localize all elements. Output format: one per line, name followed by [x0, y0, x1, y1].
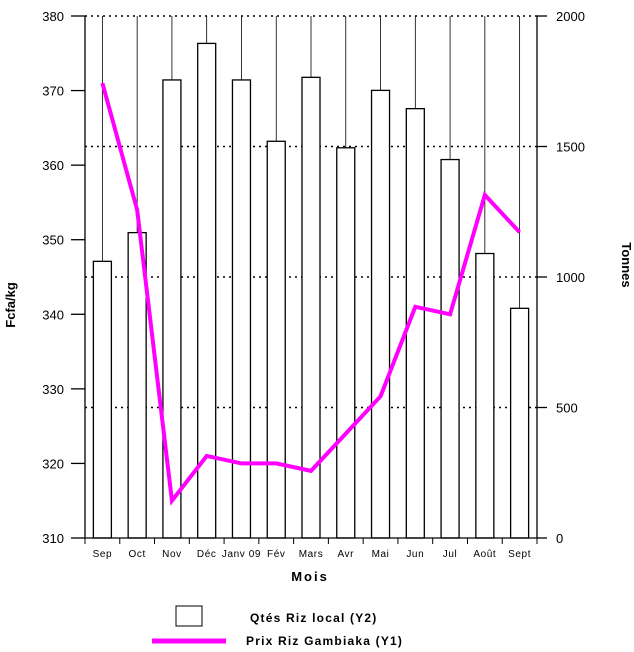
bar-avr [336, 147, 356, 539]
y1-tick-label: 380 [42, 9, 64, 24]
y2-tick-label: 500 [556, 401, 578, 416]
x-tick-label: Mai [372, 549, 390, 560]
x-tick-label: Mars [299, 549, 324, 560]
y2-tick-label: 0 [556, 531, 563, 546]
x-tick-label: Sept [508, 549, 531, 560]
x-tick-label: Déc [197, 549, 217, 560]
legend: Qtés Riz local (Y2) Prix Riz Gambiaka (Y… [152, 605, 403, 648]
x-tick-label: Jul [443, 549, 458, 560]
bar-series-qtes-riz-local [92, 42, 530, 539]
legend-bar-label: Qtés Riz local (Y2) [250, 611, 378, 625]
y1-tick-label: 330 [42, 382, 64, 397]
x-tick-label: Janv 09 [222, 549, 261, 560]
y2-tick-label: 2000 [556, 9, 585, 24]
y1-tick-label: 370 [42, 84, 64, 99]
y1-tick-label: 350 [42, 233, 64, 248]
x-axis-ticks: Sep Oct Nov Déc Janv 09 Fév Mars Avr Mai Jun Jul Ao… [84, 538, 538, 560]
bar-nov [162, 79, 182, 539]
y2-tick-label: 1000 [556, 270, 585, 285]
bar-janv-09 [231, 79, 252, 539]
x-tick-label: Nov [162, 549, 182, 560]
bar-fév [266, 140, 286, 539]
y1-axis-title: Fcfa/kg [3, 282, 18, 328]
bar-mai [370, 89, 391, 539]
x-tick-label: Sep [93, 549, 113, 560]
y1-tick-label: 360 [42, 158, 64, 173]
bar-jul [440, 158, 460, 539]
bar-sep [92, 260, 113, 539]
x-tick-label: Fév [267, 549, 285, 560]
legend-bar-swatch [175, 605, 203, 627]
y2-axis-title: Tonnes [619, 242, 634, 287]
y1-tick-label: 310 [42, 531, 64, 546]
bar-août [475, 252, 495, 539]
y1-tick-label: 320 [42, 456, 64, 471]
y1-tick-label: 340 [42, 307, 64, 322]
line-series-prix-riz-gambiaka [100, 82, 522, 506]
x-axis-title: Mois [291, 569, 329, 584]
x-tick-label: Août [473, 549, 496, 560]
y1-axis-ticks: 310 320 330 340 350 360 370 380 [42, 9, 85, 546]
x-tick-label: Jun [406, 549, 424, 560]
y2-tick-label: 1500 [556, 140, 585, 155]
x-tick-label: Avr [337, 549, 354, 560]
y2-axis-ticks: 0 500 1000 1500 2000 [537, 9, 585, 546]
legend-line-label: Prix Riz Gambiaka (Y1) [246, 634, 403, 648]
bar-sept [509, 307, 530, 539]
x-tick-label: Oct [128, 549, 145, 560]
